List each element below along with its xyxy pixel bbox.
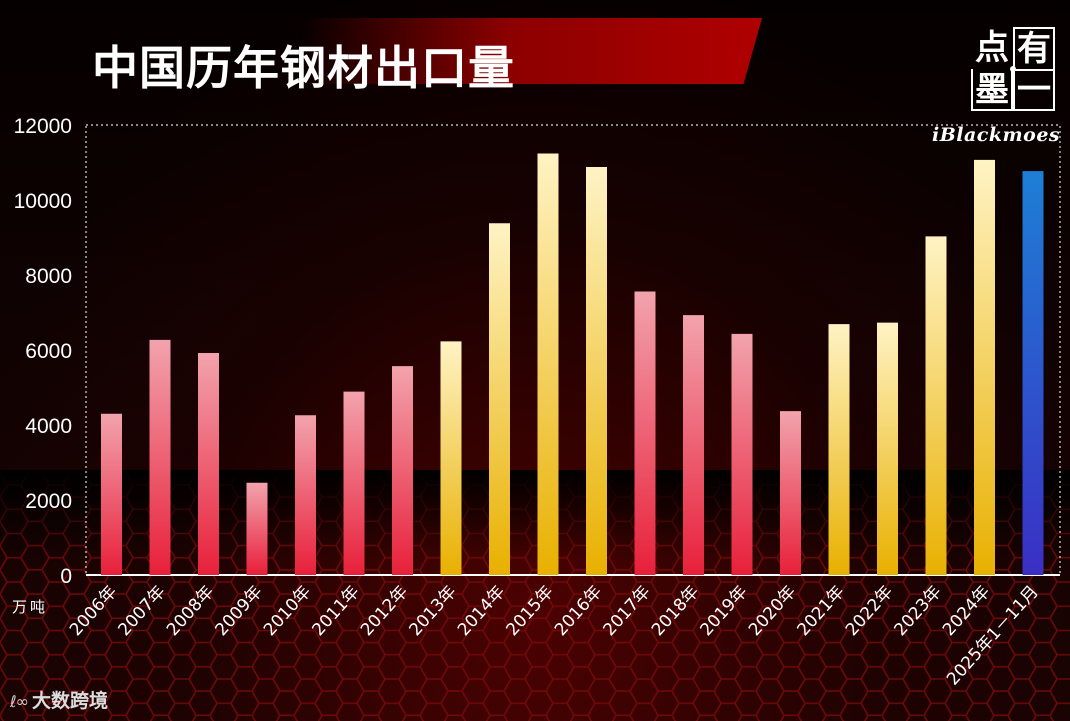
source-name: 大数跨境 — [31, 690, 108, 712]
bar — [974, 159, 995, 575]
x-tick-label: 2017年 — [600, 582, 655, 640]
bar — [149, 339, 171, 575]
bar — [634, 291, 656, 575]
y-tick-label: 10000 — [14, 190, 72, 213]
x-tick-label: 2013年 — [406, 582, 461, 640]
bar — [246, 482, 268, 575]
x-tick-label: 2007年 — [115, 582, 170, 640]
x-tick-label: 2016年 — [551, 582, 606, 640]
bar — [731, 333, 753, 575]
bar — [683, 315, 704, 575]
y-tick-label: 6000 — [25, 340, 72, 363]
x-tick-label: 2012年 — [357, 582, 412, 640]
y-tick-label: 8000 — [25, 265, 72, 288]
bar — [489, 223, 510, 575]
y-tick-label: 2000 — [25, 490, 72, 513]
x-tick-label: 2006年 — [66, 582, 121, 640]
x-tick-label: 2015年 — [503, 582, 558, 640]
x-tick-label: 2010年 — [260, 582, 315, 640]
source-logo: ℓ∞ 大数跨境 — [10, 686, 108, 713]
logo-dot-icon — [1010, 66, 1016, 72]
logo-char: 有 — [1013, 27, 1055, 69]
bar — [537, 153, 559, 575]
x-tick-label: 2008年 — [163, 582, 218, 640]
bar — [586, 167, 607, 575]
y-tick-label: 4000 — [25, 415, 72, 438]
bar — [440, 341, 462, 575]
watermark: iBlackmoes — [932, 124, 1061, 146]
bar — [925, 236, 947, 575]
bar — [780, 411, 801, 575]
y-axis-ticks: 0 2000 4000 6000 8000 10000 12000 — [14, 115, 72, 588]
x-tick-label: 2009年 — [212, 582, 267, 640]
bar — [1022, 171, 1044, 575]
chart-title: 中国历年钢材出口量 — [92, 41, 515, 95]
plot-area-border — [85, 124, 1061, 576]
bar — [877, 322, 898, 575]
y-tick-label: 12000 — [14, 115, 72, 138]
x-tick-label: 2018年 — [648, 582, 703, 640]
x-axis-ticks: 2006年2007年2008年2009年2010年2011年2012年2013年… — [66, 582, 1043, 690]
y-tick-label: 0 — [60, 565, 72, 588]
x-tick-label: 2023年 — [891, 582, 946, 640]
brand-logo: 点 有 墨 一 — [971, 27, 1055, 113]
x-tick-label: 2020年 — [745, 582, 800, 640]
bar — [343, 391, 365, 575]
y-axis-unit-label: 万吨 — [12, 598, 49, 616]
bar — [828, 324, 850, 575]
bar — [101, 413, 122, 575]
logo-char: 一 — [1013, 69, 1055, 111]
x-tick-label: 2019年 — [697, 582, 752, 640]
title-banner — [300, 18, 762, 84]
bars — [101, 153, 1044, 575]
source-mark-icon: ℓ∞ — [10, 692, 29, 711]
logo-char: 墨 — [971, 69, 1013, 111]
x-tick-label: 2022年 — [842, 582, 897, 640]
bar — [295, 415, 316, 575]
x-tick-label: 2014年 — [454, 582, 509, 640]
x-tick-label: 2011年 — [309, 582, 364, 640]
bar — [392, 366, 413, 575]
bar — [198, 353, 219, 575]
x-tick-label: 2021年 — [794, 582, 849, 640]
x-tick-label: 2025年1－11月 — [943, 582, 1043, 690]
logo-char: 点 — [975, 28, 1009, 68]
